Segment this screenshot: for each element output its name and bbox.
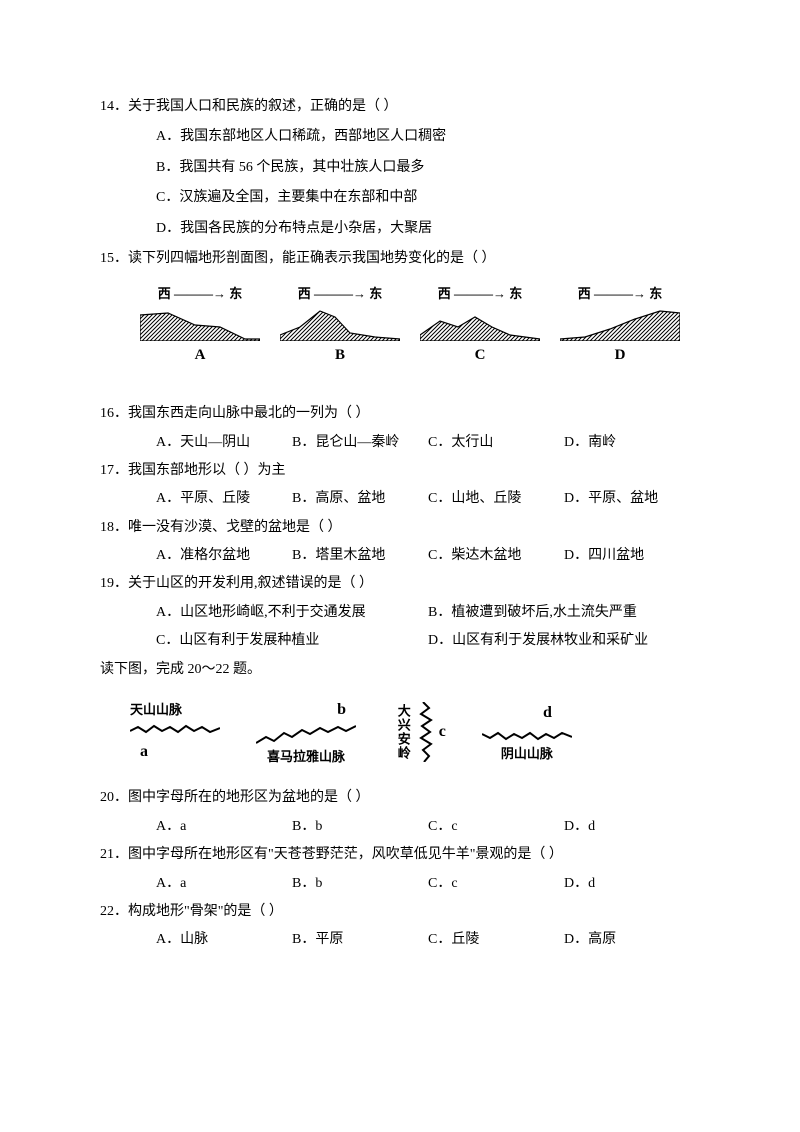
q20-opt-b: B．b [292, 816, 428, 838]
profile-c-arrow: 西 ———→ 东 [438, 284, 523, 305]
q21-opt-a: A．a [156, 873, 292, 895]
q21-opt-b: B．b [292, 873, 428, 895]
mountain-a-label: 天山山脉 [130, 700, 182, 721]
q17-opt-c: C．山地、丘陵 [428, 488, 564, 510]
question-19-text: 19．关于山区的开发利用,叙述错误的是（ ） [100, 573, 700, 595]
profile-a-arrow: 西 ———→ 东 [158, 284, 243, 305]
q18-opt-a: A．准格尔盆地 [156, 545, 292, 567]
question-16: 16．我国东西走向山脉中最北的一列为（ ） A．天山—阴山 B．昆仑山—秦岭 C… [100, 403, 700, 454]
q17-opt-d: D．平原、盆地 [564, 488, 700, 510]
mountain-b-label: 喜马拉雅山脉 [267, 747, 345, 768]
mountain-c-ridge-icon [415, 702, 437, 762]
mountain-a-ridge-icon [130, 723, 220, 737]
mountain-d-ridge-icon [482, 728, 572, 742]
q14-opt-a: A．我国东部地区人口稀疏，西部地区人口稠密 [156, 126, 700, 148]
mountain-b-letter: b [337, 697, 346, 723]
question-16-text: 16．我国东西走向山脉中最北的一列为（ ） [100, 403, 700, 425]
mountain-diagrams: 天山山脉 a b 喜马拉雅山脉 大兴安岭 c d [130, 697, 700, 767]
profile-b: 西 ———→ 东 B [275, 284, 405, 367]
profile-d: 西 ———→ 东 D [555, 284, 685, 367]
section-note-20-22: 读下图，完成 20～22 题。 [100, 659, 700, 681]
question-21-text: 21．图中字母所在地形区有"天苍苍野茫茫，风吹草低见牛羊"景观的是（ ） [100, 844, 700, 866]
question-15: 15．读下列四幅地形剖面图，能正确表示我国地势变化的是（ ） 西 ———→ 东 … [100, 248, 700, 367]
q19-opt-a: A．山区地形崎岖,不利于交通发展 [156, 602, 428, 624]
q22-opt-c: C．丘陵 [428, 929, 564, 951]
profile-a-svg [140, 307, 260, 341]
question-15-text: 15．读下列四幅地形剖面图，能正确表示我国地势变化的是（ ） [100, 248, 700, 270]
question-20: 20．图中字母所在的地形区为盆地的是（ ） A．a B．b C．c D．d [100, 787, 700, 838]
question-22-text: 22．构成地形"骨架"的是（ ） [100, 901, 700, 923]
q16-opt-d: D．南岭 [564, 432, 700, 454]
q20-opt-a: A．a [156, 816, 292, 838]
q18-opt-c: C．柴达木盆地 [428, 545, 564, 567]
profile-c-svg [420, 307, 540, 341]
q18-opt-d: D．四川盆地 [564, 545, 700, 567]
question-17-text: 17．我国东部地形以（ ）为主 [100, 460, 700, 482]
mountain-d-letter: d [543, 700, 552, 726]
q19-opt-d: D．山区有利于发展林牧业和采矿业 [428, 630, 700, 652]
q22-opt-d: D．高原 [564, 929, 700, 951]
question-19: 19．关于山区的开发利用,叙述错误的是（ ） A．山区地形崎岖,不利于交通发展 … [100, 573, 700, 652]
question-21: 21．图中字母所在地形区有"天苍苍野茫茫，风吹草低见牛羊"景观的是（ ） A．a… [100, 844, 700, 895]
profile-c: 西 ———→ 东 C [415, 284, 545, 367]
mountain-d-label: 阴山山脉 [501, 744, 553, 765]
terrain-profile-diagrams: 西 ———→ 东 A 西 ———→ 东 [130, 284, 690, 367]
question-18-text: 18．唯一没有沙漠、戈壁的盆地是（ ） [100, 517, 700, 539]
profile-d-arrow: 西 ———→ 东 [578, 284, 663, 305]
question-16-options: A．天山—阴山 B．昆仑山—秦岭 C．太行山 D．南岭 [156, 432, 700, 454]
question-17-options: A．平原、丘陵 B．高原、盆地 C．山地、丘陵 D．平原、盆地 [156, 488, 700, 510]
q14-opt-d: D．我国各民族的分布特点是小杂居，大聚居 [156, 218, 700, 240]
q19-opt-b: B．植被遭到破坏后,水土流失严重 [428, 602, 700, 624]
question-22: 22．构成地形"骨架"的是（ ） A．山脉 B．平原 C．丘陵 D．高原 [100, 901, 700, 952]
q19-opt-c: C．山区有利于发展种植业 [156, 630, 428, 652]
q21-opt-c: C．c [428, 873, 564, 895]
q22-opt-b: B．平原 [292, 929, 428, 951]
profile-d-svg [560, 307, 680, 341]
profile-d-label: D [615, 343, 626, 367]
q16-opt-a: A．天山—阴山 [156, 432, 292, 454]
q17-opt-b: B．高原、盆地 [292, 488, 428, 510]
question-19-options: A．山区地形崎岖,不利于交通发展 B．植被遭到破坏后,水土流失严重 C．山区有利… [156, 602, 700, 653]
q17-opt-a: A．平原、丘陵 [156, 488, 292, 510]
profile-b-svg [280, 307, 400, 341]
question-18: 18．唯一没有沙漠、戈壁的盆地是（ ） A．准格尔盆地 B．塔里木盆地 C．柴达… [100, 517, 700, 568]
question-14-options: A．我国东部地区人口稀疏，西部地区人口稠密 B．我国共有 56 个民族，其中壮族… [156, 126, 700, 240]
mountain-b: b 喜马拉雅山脉 [256, 697, 356, 767]
q14-opt-c: C．汉族遍及全国，主要集中在东部和中部 [156, 187, 700, 209]
profile-b-arrow: 西 ———→ 东 [298, 284, 383, 305]
mountain-a-letter: a [140, 739, 148, 765]
q20-opt-c: C．c [428, 816, 564, 838]
mountain-d: d 阴山山脉 [482, 700, 572, 764]
question-20-text: 20．图中字母所在的地形区为盆地的是（ ） [100, 787, 700, 809]
profile-a: 西 ———→ 东 A [135, 284, 265, 367]
mountain-c-letter: c [439, 719, 446, 745]
q20-opt-d: D．d [564, 816, 700, 838]
q16-opt-b: B．昆仑山—秦岭 [292, 432, 428, 454]
question-14: 14．关于我国人口和民族的叙述，正确的是（ ） A．我国东部地区人口稀疏，西部地… [100, 96, 700, 240]
mountain-c: 大兴安岭 c [392, 702, 446, 762]
question-17: 17．我国东部地形以（ ）为主 A．平原、丘陵 B．高原、盆地 C．山地、丘陵 … [100, 460, 700, 511]
question-21-options: A．a B．b C．c D．d [156, 873, 700, 895]
question-18-options: A．准格尔盆地 B．塔里木盆地 C．柴达木盆地 D．四川盆地 [156, 545, 700, 567]
q14-opt-b: B．我国共有 56 个民族，其中壮族人口最多 [156, 157, 700, 179]
mountain-c-label: 大兴安岭 [392, 704, 413, 760]
q18-opt-b: B．塔里木盆地 [292, 545, 428, 567]
mountain-b-ridge-icon [256, 725, 356, 745]
exam-page: 14．关于我国人口和民族的叙述，正确的是（ ） A．我国东部地区人口稀疏，西部地… [0, 0, 800, 1132]
profile-a-label: A [195, 343, 206, 367]
profile-c-label: C [475, 343, 486, 367]
mountain-a: 天山山脉 a [130, 700, 220, 764]
question-20-options: A．a B．b C．c D．d [156, 816, 700, 838]
q16-opt-c: C．太行山 [428, 432, 564, 454]
q22-opt-a: A．山脉 [156, 929, 292, 951]
q21-opt-d: D．d [564, 873, 700, 895]
profile-b-label: B [335, 343, 345, 367]
question-14-text: 14．关于我国人口和民族的叙述，正确的是（ ） [100, 96, 700, 118]
question-22-options: A．山脉 B．平原 C．丘陵 D．高原 [156, 929, 700, 951]
